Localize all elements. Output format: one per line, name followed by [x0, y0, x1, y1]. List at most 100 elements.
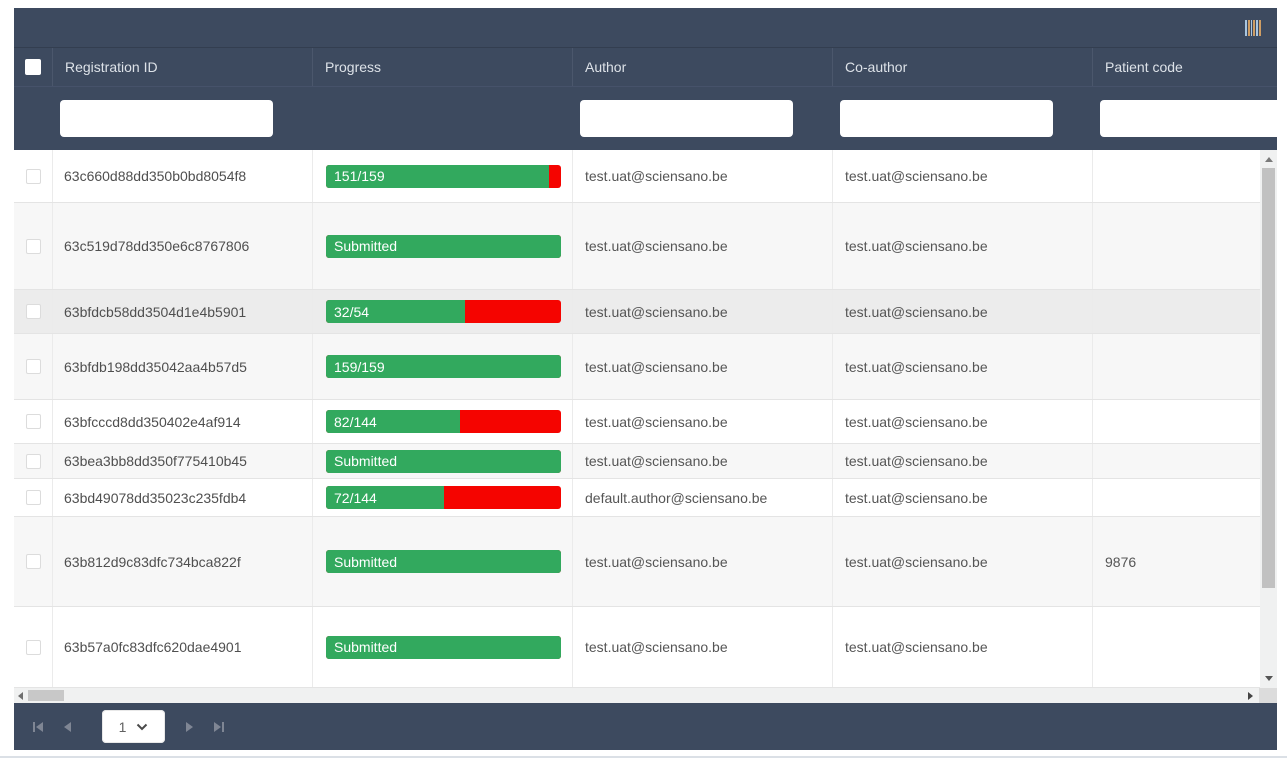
row-checkbox[interactable]	[25, 453, 41, 469]
progress-label: Submitted	[334, 639, 398, 655]
author-cell: test.uat@sciensano.be	[572, 290, 832, 333]
row-checkbox[interactable]	[25, 304, 41, 319]
progress-bar-fill	[326, 300, 465, 323]
last-page-button[interactable]	[209, 717, 229, 737]
progress-label: Submitted	[334, 553, 398, 570]
grid-toolbar	[14, 8, 1277, 48]
current-page-number: 1	[118, 718, 127, 735]
column-header-co-author[interactable]: Co-author	[832, 48, 1092, 86]
row-select-cell	[14, 607, 52, 687]
co-author-cell: test.uat@sciensano.be	[832, 607, 1092, 687]
row-select-cell	[14, 203, 52, 289]
progress-cell: Submitted	[312, 607, 572, 687]
progress-bar-fill	[326, 449, 561, 473]
scroll-down-icon[interactable]	[1264, 676, 1273, 681]
row-select-cell	[14, 150, 52, 202]
row-checkbox[interactable]	[25, 554, 41, 569]
row-checkbox[interactable]	[25, 639, 41, 655]
table-row: 63b812d9c83dfc734bca822f Submitted test.…	[14, 517, 1260, 607]
row-select-cell	[14, 334, 52, 399]
scroll-up-icon[interactable]	[1264, 157, 1273, 162]
author-cell: test.uat@sciensano.be	[572, 150, 832, 202]
co-author-cell: test.uat@sciensano.be	[832, 203, 1092, 289]
chevron-down-icon	[137, 723, 148, 730]
author-cell: test.uat@sciensano.be	[572, 400, 832, 443]
horizontal-scrollbar[interactable]	[14, 688, 1277, 703]
grid-body: 63c660d88dd350b0bd8054f8 151/159 test.ua…	[14, 150, 1277, 688]
column-header-patient-code[interactable]: Patient code	[1092, 48, 1277, 86]
author-cell: test.uat@sciensano.be	[572, 607, 832, 687]
filter-cell-progress	[312, 87, 572, 150]
horizontal-scrollbar-thumb[interactable]	[28, 690, 64, 701]
first-page-button[interactable]	[28, 717, 48, 737]
select-all-cell	[14, 48, 52, 86]
column-stripe	[1247, 20, 1250, 36]
row-checkbox[interactable]	[25, 414, 41, 429]
previous-page-button[interactable]	[58, 717, 78, 737]
filter-input-co-author[interactable]	[840, 100, 1053, 137]
patient-code-cell	[1092, 479, 1260, 516]
patient-code-cell	[1092, 203, 1260, 289]
first-page-icon	[33, 721, 43, 732]
co-author-cell: test.uat@sciensano.be	[832, 444, 1092, 478]
previous-page-icon	[64, 721, 71, 732]
select-all-checkbox[interactable]	[25, 59, 41, 75]
co-author-cell: test.uat@sciensano.be	[832, 150, 1092, 202]
registration-id-cell: 63bfdb198dd35042aa4b57d5	[52, 334, 312, 399]
progress-bar-fill	[326, 164, 550, 188]
filter-cell-patient-code	[1092, 87, 1277, 150]
table-row: 63bea3bb8dd350f775410b45 Submitted test.…	[14, 444, 1260, 479]
column-header-registration-id[interactable]: Registration ID	[52, 48, 312, 86]
page-select-dropdown[interactable]: 1	[102, 710, 165, 743]
row-select-cell	[14, 444, 52, 478]
row-select-cell	[14, 290, 52, 333]
row-checkbox[interactable]	[25, 359, 41, 374]
grid-rows: 63c660d88dd350b0bd8054f8 151/159 test.ua…	[14, 150, 1260, 688]
progress-bar: 82/144	[326, 410, 561, 433]
progress-bar-fill	[326, 355, 561, 378]
filter-cell-registration-id	[52, 87, 312, 150]
progress-bar-fill	[326, 234, 561, 258]
column-header-author[interactable]: Author	[572, 48, 832, 86]
filter-input-patient-code[interactable]	[1100, 100, 1277, 137]
author-cell: test.uat@sciensano.be	[572, 203, 832, 289]
progress-label: 72/144	[334, 489, 377, 506]
column-header-progress[interactable]: Progress	[312, 48, 572, 86]
column-stripe	[1250, 20, 1253, 36]
progress-label: 32/54	[334, 303, 370, 320]
vertical-scrollbar-thumb[interactable]	[1262, 168, 1275, 588]
column-stripe	[1245, 20, 1247, 36]
column-header-label: Author	[585, 59, 627, 75]
scroll-left-icon[interactable]	[18, 691, 23, 700]
progress-cell: Submitted	[312, 517, 572, 606]
progress-bar-fill	[326, 486, 444, 509]
filter-input-registration-id[interactable]	[60, 100, 273, 137]
table-row: 63bfdb198dd35042aa4b57d5 159/159 test.ua…	[14, 334, 1260, 400]
scrollbar-corner	[1259, 688, 1277, 703]
filter-spacer	[14, 87, 52, 150]
registration-id-cell: 63bfcccd8dd350402e4af914	[52, 400, 312, 443]
vertical-scrollbar[interactable]	[1260, 150, 1277, 688]
progress-cell: 32/54	[312, 290, 572, 333]
author-cell: test.uat@sciensano.be	[572, 334, 832, 399]
grid-pager: 1	[14, 703, 1277, 750]
next-page-icon	[186, 721, 193, 732]
co-author-cell: test.uat@sciensano.be	[832, 400, 1092, 443]
column-header-label: Patient code	[1105, 59, 1183, 75]
scroll-right-icon[interactable]	[1248, 691, 1253, 700]
next-page-button[interactable]	[179, 717, 199, 737]
filter-input-author[interactable]	[580, 100, 793, 137]
column-menu-icon[interactable]	[1245, 20, 1261, 36]
row-checkbox[interactable]	[25, 490, 41, 505]
patient-code-cell	[1092, 444, 1260, 478]
column-header-label: Co-author	[845, 59, 908, 75]
progress-bar-fill	[326, 635, 561, 659]
author-cell: test.uat@sciensano.be	[572, 444, 832, 478]
progress-cell: 159/159	[312, 334, 572, 399]
registration-id-cell: 63c519d78dd350e6c8767806	[52, 203, 312, 289]
row-checkbox[interactable]	[25, 238, 41, 254]
patient-code-cell	[1092, 334, 1260, 399]
row-checkbox[interactable]	[25, 168, 41, 184]
progress-bar: 159/159	[326, 355, 561, 378]
